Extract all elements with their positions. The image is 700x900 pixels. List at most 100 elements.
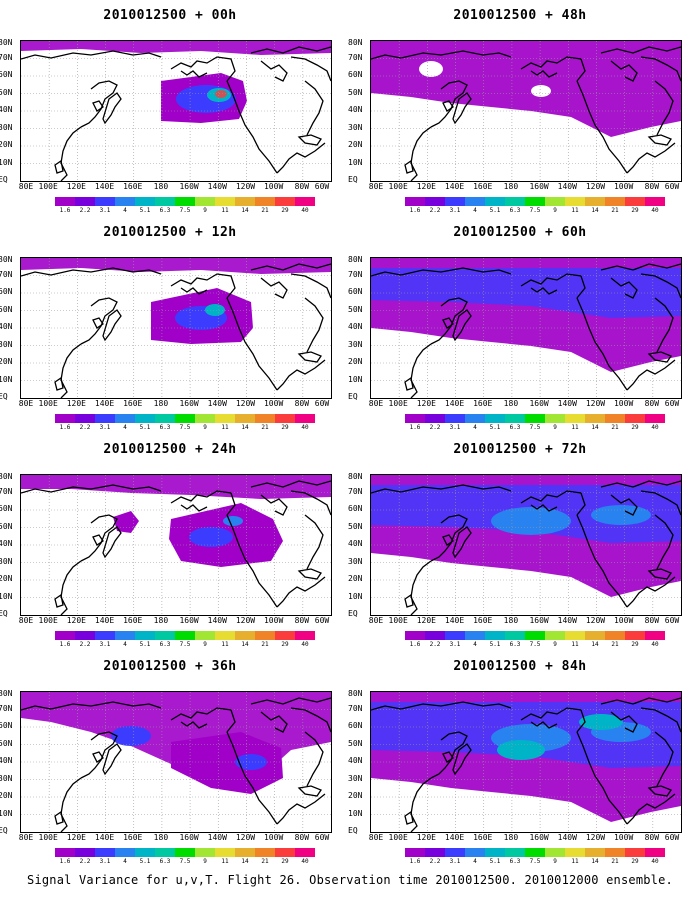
longitude-tick-label: 120E <box>66 182 86 191</box>
longitude-tick-label: 100W <box>263 182 284 191</box>
colorbar-swatch <box>255 848 275 857</box>
latitude-tick-label: 20N <box>348 357 363 366</box>
map-panel: 2010012500 + 60h 80N 70N 60N 50N 40N 30N 20N 10N… <box>348 217 690 437</box>
colorbar-tick-label: 7.5 <box>529 641 541 648</box>
colorbar-swatch <box>235 848 255 857</box>
coastline <box>260 277 288 299</box>
longitude-tick-label: 120E <box>416 182 436 191</box>
coastline <box>276 359 326 391</box>
latitude-tick-label: 60N <box>0 70 13 79</box>
latitude-tick-label: 30N <box>0 773 13 783</box>
colorbar-swatch <box>55 848 75 857</box>
coastline <box>226 80 278 174</box>
colorbar-tick-label: 2.2 <box>79 207 91 214</box>
coastline <box>60 343 82 398</box>
latitude-tick-label: 60N <box>0 721 13 730</box>
colorbar-swatch <box>235 414 255 423</box>
coastline <box>21 484 162 494</box>
colorbar-tick-label: 7.5 <box>529 424 541 431</box>
longitude-labels: 80E 100E 120E 140E 160E 180 160W 140W 120W 100W 80… <box>369 399 680 410</box>
colorbar-tick-label: 1.6 <box>409 858 421 865</box>
colorbar-swatch <box>135 197 155 206</box>
coastline <box>260 711 288 733</box>
longitude-tick-label: 80W <box>644 399 660 408</box>
colorbar-swatch <box>445 414 465 423</box>
coastline <box>371 701 512 711</box>
panel-title: 2010012500 + 48h <box>453 8 587 23</box>
colorbar-tick-label: 7.5 <box>529 207 541 214</box>
colorbar-tick-label: 3.1 <box>449 207 461 214</box>
coastline <box>576 514 628 608</box>
longitude-tick-label: 160W <box>179 399 199 408</box>
colorbar-swatch <box>255 631 275 640</box>
colorbar-tick-label: 5.1 <box>489 858 501 865</box>
colorbar-tick-label: 2.2 <box>79 424 91 431</box>
colorbar-tick-label: 21 <box>261 858 269 865</box>
coastline <box>640 490 681 516</box>
colorbar-tick-label: 9 <box>203 641 207 648</box>
coastline <box>520 707 586 733</box>
colorbar-tick-label: 9 <box>203 858 207 865</box>
colorbar <box>55 197 315 206</box>
map-canvas <box>371 258 681 398</box>
coastline <box>304 80 324 136</box>
latitude-tick-label: 80N <box>0 472 13 481</box>
longitude-tick-label: 80W <box>644 182 660 191</box>
colorbar-tick-label: 6.3 <box>159 424 171 431</box>
coastline <box>640 56 681 82</box>
map-panel: 2010012500 + 72h 80N 70N 60N 50N 40N 30N 20N 10N… <box>348 434 690 654</box>
coastline <box>80 731 118 779</box>
colorbar-swatch <box>445 631 465 640</box>
colorbar-swatch <box>405 197 425 206</box>
longitude-tick-label: 140W <box>557 833 577 842</box>
colorbar-labels: 1.6 2.2 3.1 4 5.1 6.3 7.5 9 11 14 21 29 40 <box>405 425 665 433</box>
colorbar-tick-label: 3.1 <box>449 424 461 431</box>
colorbar-tick-label: 21 <box>261 641 269 648</box>
colorbar-tick-label: 3.1 <box>449 641 461 648</box>
latitude-tick-label: 40N <box>348 756 363 765</box>
colorbar-swatch <box>235 197 255 206</box>
colorbar-tick-label: 7.5 <box>179 207 191 214</box>
coastline <box>54 376 64 391</box>
latitude-tick-label: 20N <box>0 574 13 583</box>
colorbar-labels: 1.6 2.2 3.1 4 5.1 6.3 7.5 9 11 14 21 29 40 <box>55 425 315 433</box>
coastline <box>170 273 236 299</box>
colorbar-tick-label: 29 <box>281 641 289 648</box>
latitude-tick-label: 70N <box>0 269 13 279</box>
latitude-tick-label: 40N <box>0 756 13 765</box>
latitude-tick-label: 70N <box>0 486 13 496</box>
colorbar-swatch <box>405 414 425 423</box>
figure-caption: Signal Variance for u,v,T. Flight 26. Ob… <box>27 873 673 887</box>
colorbar <box>405 197 665 206</box>
longitude-tick-label: 140E <box>94 833 115 842</box>
colorbar-tick-label: 2.2 <box>429 641 441 648</box>
coastline <box>442 534 454 546</box>
latitude-tick-label: 20N <box>348 140 363 149</box>
colorbar-swatch <box>295 197 315 206</box>
longitude-labels: 80E 100E 120E 140E 160E 180 160W 140W 120W 100W 80… <box>369 833 680 844</box>
colorbar-swatch <box>255 197 275 206</box>
latitude-tick-label: 10N <box>348 157 363 167</box>
longitude-tick-label: 60W <box>664 616 680 625</box>
longitude-tick-label: 120E <box>66 616 86 625</box>
coastline <box>102 526 122 559</box>
coastline <box>80 514 118 562</box>
coastline <box>530 721 558 729</box>
colorbar-swatch <box>645 848 665 857</box>
longitude-tick-label: 80E <box>18 616 34 625</box>
colorbar-swatch <box>115 414 135 423</box>
colorbar-swatch <box>405 631 425 640</box>
longitude-tick-label: 100W <box>613 833 634 842</box>
coastline <box>640 273 681 299</box>
longitude-tick-label: 140E <box>94 399 115 408</box>
coastline <box>600 46 681 54</box>
coastline <box>530 70 558 78</box>
latitude-tick-label: 40N <box>0 322 13 331</box>
latitude-tick-label: 70N <box>0 52 13 62</box>
colorbar-tick-label: 3.1 <box>99 641 111 648</box>
panel-title: 2010012500 + 84h <box>453 659 587 674</box>
colorbar-tick-label: 11 <box>221 641 229 648</box>
map-panel: 2010012500 + 48h 80N 70N 60N 50N 40N 30N 20N 10N… <box>348 0 690 220</box>
coastline <box>654 80 674 136</box>
longitude-tick-label: 80E <box>18 399 34 408</box>
